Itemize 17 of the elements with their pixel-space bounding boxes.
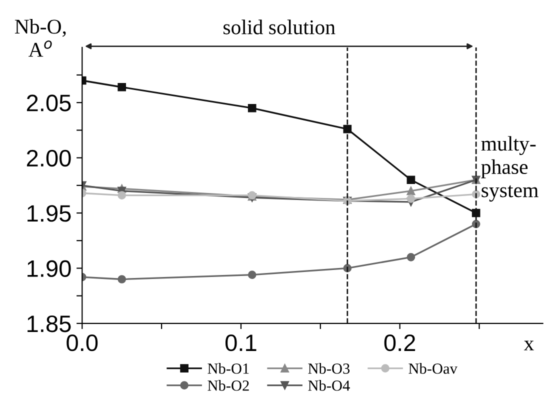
- text: solid solution: [224, 20, 336, 34]
- annotation: multy- phase system: [481, 136, 538, 202]
- y-tick-label: 2.00: [26, 150, 71, 167]
- x-tick-label: 0.2: [384, 334, 416, 352]
- y-tick-label: 1.90: [28, 260, 71, 277]
- legend-label: Nb-Oav: [408, 363, 458, 374]
- legend-label: Nb-O3: [308, 363, 350, 374]
- legend-label: Nb-O4: [308, 380, 350, 391]
- x-axis-title: x: [524, 340, 534, 350]
- y-tick-label: 1.85: [28, 315, 71, 332]
- y-tick-label: 1.95: [28, 205, 71, 222]
- x-tick-label: 0.0: [66, 334, 98, 352]
- x-tick-label: 0.1: [225, 334, 256, 352]
- y-axis-title: Nb-O, A$^{o}$: [14, 19, 66, 57]
- legend-label: Nb-O1: [208, 363, 249, 374]
- y-tick-label: 2.05: [26, 94, 71, 112]
- legend-label: Nb-O2: [208, 380, 249, 391]
